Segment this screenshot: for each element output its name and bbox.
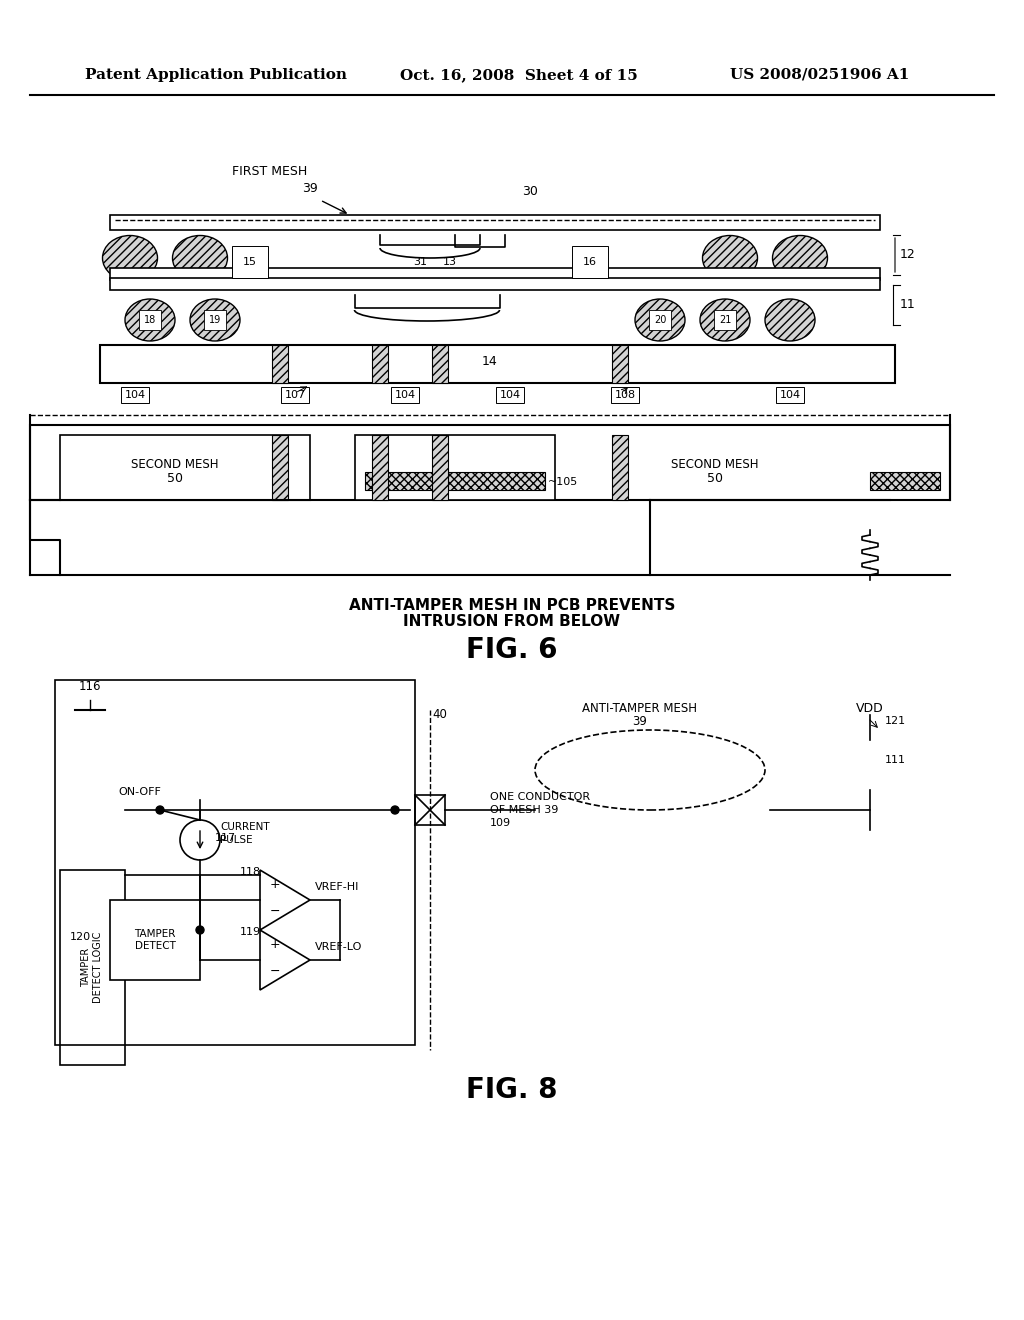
Ellipse shape — [765, 300, 815, 341]
Bar — [372, 345, 388, 383]
Bar — [365, 473, 545, 490]
Text: VREF-HI: VREF-HI — [315, 882, 359, 892]
Text: 39: 39 — [633, 715, 647, 729]
Text: FIG. 6: FIG. 6 — [466, 636, 558, 664]
Ellipse shape — [700, 300, 750, 341]
Text: 13: 13 — [443, 257, 457, 267]
Text: PULSE: PULSE — [220, 836, 253, 845]
Text: 108: 108 — [614, 389, 636, 400]
Polygon shape — [260, 931, 310, 990]
Bar — [110, 900, 200, 979]
Text: OF MESH 39: OF MESH 39 — [490, 805, 558, 814]
Text: −: − — [270, 965, 281, 978]
Ellipse shape — [125, 300, 175, 341]
Ellipse shape — [535, 730, 765, 810]
Text: 50: 50 — [167, 473, 183, 484]
Text: +: + — [270, 878, 281, 891]
Bar — [110, 268, 880, 280]
Bar — [870, 473, 940, 490]
Text: SECOND MESH: SECOND MESH — [672, 458, 759, 471]
Text: 15: 15 — [243, 257, 257, 267]
Text: ~105: ~105 — [548, 477, 579, 487]
Text: 118: 118 — [240, 867, 261, 876]
Circle shape — [180, 820, 220, 861]
Text: VREF-LO: VREF-LO — [315, 942, 362, 952]
Bar — [415, 795, 445, 825]
Ellipse shape — [172, 235, 227, 281]
Ellipse shape — [772, 235, 827, 281]
Circle shape — [156, 807, 164, 814]
Ellipse shape — [702, 235, 758, 281]
Text: 19: 19 — [209, 315, 221, 325]
Bar — [372, 436, 388, 500]
Text: VDD: VDD — [856, 702, 884, 715]
Text: FIG. 8: FIG. 8 — [466, 1076, 558, 1104]
Text: Oct. 16, 2008  Sheet 4 of 15: Oct. 16, 2008 Sheet 4 of 15 — [400, 69, 638, 82]
Circle shape — [391, 807, 399, 814]
Text: 109: 109 — [490, 818, 511, 828]
Bar — [355, 436, 555, 500]
Bar — [612, 436, 628, 500]
Text: TAMPER
DETECT LOGIC: TAMPER DETECT LOGIC — [81, 932, 102, 1003]
Text: 104: 104 — [125, 389, 145, 400]
Text: ANTI-TAMPER MESH: ANTI-TAMPER MESH — [583, 702, 697, 715]
Text: ANTI-TAMPER MESH IN PCB PREVENTS: ANTI-TAMPER MESH IN PCB PREVENTS — [349, 598, 675, 612]
Circle shape — [196, 927, 204, 935]
Text: INTRUSION FROM BELOW: INTRUSION FROM BELOW — [403, 615, 621, 630]
Bar — [55, 680, 415, 1045]
Bar — [60, 436, 310, 500]
Text: 104: 104 — [779, 389, 801, 400]
Text: 11: 11 — [900, 298, 915, 312]
Text: 120: 120 — [70, 932, 90, 942]
Text: SECOND MESH: SECOND MESH — [131, 458, 219, 471]
Text: 116: 116 — [79, 680, 101, 693]
Text: TAMPER
DETECT: TAMPER DETECT — [134, 929, 176, 950]
Text: CURRENT: CURRENT — [220, 822, 269, 832]
Text: 104: 104 — [394, 389, 416, 400]
Bar — [110, 279, 880, 290]
Text: 39: 39 — [302, 182, 317, 195]
Text: 40: 40 — [432, 708, 446, 721]
Text: 119: 119 — [240, 927, 261, 937]
Text: 14: 14 — [482, 355, 498, 368]
Bar — [272, 345, 288, 383]
Text: 21: 21 — [719, 315, 731, 325]
Text: 104: 104 — [500, 389, 520, 400]
Text: 12: 12 — [900, 248, 915, 261]
Ellipse shape — [190, 300, 240, 341]
Text: 50: 50 — [707, 473, 723, 484]
Text: Patent Application Publication: Patent Application Publication — [85, 69, 347, 82]
Text: ON-OFF: ON-OFF — [119, 787, 162, 797]
Text: FIRST MESH: FIRST MESH — [232, 165, 307, 178]
Text: −: − — [270, 906, 281, 917]
Text: 107: 107 — [285, 389, 305, 400]
Text: 18: 18 — [144, 315, 156, 325]
Polygon shape — [260, 870, 310, 931]
Text: ONE CONDUCTOR: ONE CONDUCTOR — [490, 792, 590, 803]
Text: 20: 20 — [653, 315, 667, 325]
Bar — [272, 436, 288, 500]
Text: +: + — [270, 939, 281, 950]
Bar — [432, 436, 449, 500]
Bar — [30, 425, 950, 500]
Text: US 2008/0251906 A1: US 2008/0251906 A1 — [730, 69, 909, 82]
Text: 31: 31 — [413, 257, 427, 267]
Text: 121: 121 — [885, 715, 906, 726]
Bar — [612, 345, 628, 383]
Ellipse shape — [635, 300, 685, 341]
Ellipse shape — [102, 235, 158, 281]
Text: 117: 117 — [215, 833, 237, 843]
Bar — [100, 345, 895, 383]
Bar — [432, 345, 449, 383]
Bar — [110, 215, 880, 230]
Text: 30: 30 — [522, 185, 538, 198]
Bar — [60, 870, 125, 1065]
Text: 16: 16 — [583, 257, 597, 267]
Text: 111: 111 — [885, 755, 906, 766]
